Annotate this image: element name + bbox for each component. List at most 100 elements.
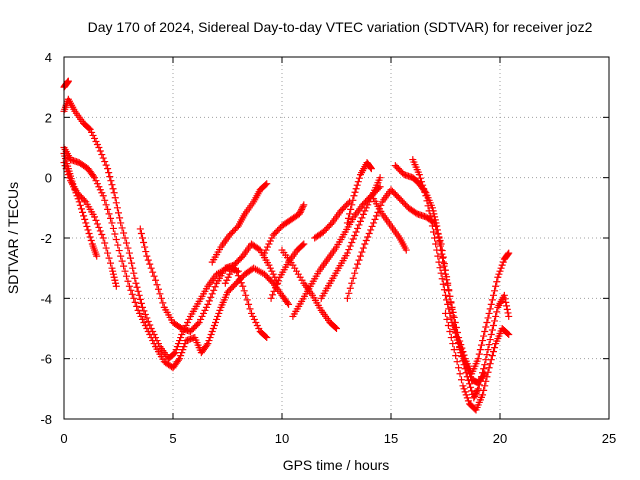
data-point bbox=[457, 346, 465, 354]
data-point bbox=[204, 340, 212, 348]
data-point bbox=[172, 346, 180, 354]
data-point bbox=[420, 185, 428, 193]
data-point bbox=[361, 207, 369, 215]
data-point bbox=[101, 239, 109, 247]
data-point bbox=[295, 210, 303, 218]
data-point bbox=[476, 346, 484, 354]
data-point bbox=[491, 317, 499, 325]
data-point bbox=[143, 325, 151, 332]
data-point bbox=[176, 337, 184, 345]
data-point bbox=[415, 171, 423, 179]
data-point bbox=[481, 328, 489, 336]
data-point bbox=[265, 240, 273, 248]
data-point bbox=[210, 321, 218, 329]
data-point bbox=[159, 299, 167, 307]
data-point bbox=[299, 202, 307, 210]
data-point bbox=[486, 305, 494, 313]
series-arc-1 bbox=[60, 77, 72, 91]
data-point bbox=[487, 356, 495, 364]
data-point bbox=[444, 281, 452, 289]
data-point bbox=[122, 272, 130, 280]
data-point bbox=[171, 349, 179, 357]
data-point bbox=[214, 312, 222, 320]
data-point bbox=[95, 223, 103, 231]
data-point bbox=[252, 318, 260, 326]
data-point bbox=[98, 151, 106, 159]
data-point bbox=[236, 275, 244, 283]
data-point bbox=[283, 299, 291, 307]
data-point bbox=[149, 337, 157, 345]
data-point bbox=[445, 305, 453, 313]
data-point bbox=[152, 276, 160, 284]
data-point bbox=[462, 361, 470, 369]
data-point bbox=[440, 286, 448, 294]
data-point bbox=[267, 294, 275, 302]
data-point bbox=[141, 243, 149, 251]
plot-frame bbox=[63, 56, 610, 420]
data-point bbox=[491, 344, 499, 352]
data-point bbox=[440, 262, 448, 270]
data-point bbox=[268, 267, 276, 275]
data-point bbox=[133, 283, 141, 291]
data-point bbox=[505, 249, 513, 257]
data-point bbox=[431, 216, 439, 224]
data-point bbox=[465, 370, 473, 378]
data-point bbox=[111, 276, 119, 284]
data-point bbox=[436, 242, 444, 250]
data-point bbox=[444, 300, 452, 308]
data-point bbox=[496, 267, 504, 275]
data-point bbox=[480, 386, 488, 394]
data-point bbox=[131, 274, 139, 282]
data-point bbox=[174, 356, 182, 364]
data-point bbox=[479, 337, 487, 345]
data-point bbox=[356, 217, 364, 225]
data-point bbox=[233, 268, 241, 276]
data-point bbox=[300, 201, 308, 209]
data-point bbox=[351, 231, 359, 239]
data-point bbox=[203, 341, 211, 349]
data-point bbox=[209, 325, 217, 332]
data-point bbox=[107, 177, 115, 185]
data-point bbox=[200, 309, 208, 317]
data-point bbox=[421, 188, 429, 196]
data-point bbox=[350, 192, 358, 200]
data-point bbox=[156, 290, 164, 298]
data-point bbox=[480, 371, 488, 379]
data-point bbox=[92, 137, 100, 145]
data-point bbox=[201, 306, 209, 314]
data-point bbox=[488, 326, 496, 334]
series-arc-11 bbox=[278, 246, 340, 332]
data-point bbox=[207, 331, 215, 339]
data-point bbox=[91, 174, 99, 182]
series-arc-14 bbox=[317, 174, 384, 302]
data-point bbox=[434, 230, 442, 238]
data-point bbox=[504, 250, 512, 258]
data-point bbox=[427, 217, 435, 225]
data-point bbox=[105, 254, 113, 262]
data-point bbox=[270, 287, 278, 295]
data-point bbox=[92, 177, 100, 185]
data-point bbox=[431, 234, 439, 242]
data-point bbox=[355, 221, 363, 229]
data-point bbox=[239, 282, 247, 290]
data-point bbox=[361, 240, 369, 248]
data-point bbox=[474, 385, 482, 393]
data-point bbox=[112, 282, 120, 290]
data-point bbox=[250, 315, 258, 323]
data-point bbox=[442, 309, 449, 317]
series-arc-7 bbox=[208, 180, 271, 266]
data-point bbox=[93, 140, 101, 148]
data-point bbox=[237, 254, 245, 262]
data-point bbox=[461, 388, 469, 396]
data-point bbox=[352, 228, 360, 236]
data-point bbox=[482, 377, 490, 385]
data-point bbox=[143, 252, 151, 260]
data-point bbox=[91, 213, 99, 221]
data-point bbox=[115, 209, 122, 217]
data-point bbox=[246, 305, 254, 313]
data-point bbox=[484, 368, 492, 376]
data-point bbox=[299, 241, 307, 249]
data-point bbox=[446, 328, 454, 336]
data-point bbox=[481, 382, 489, 390]
data-point bbox=[349, 196, 357, 204]
